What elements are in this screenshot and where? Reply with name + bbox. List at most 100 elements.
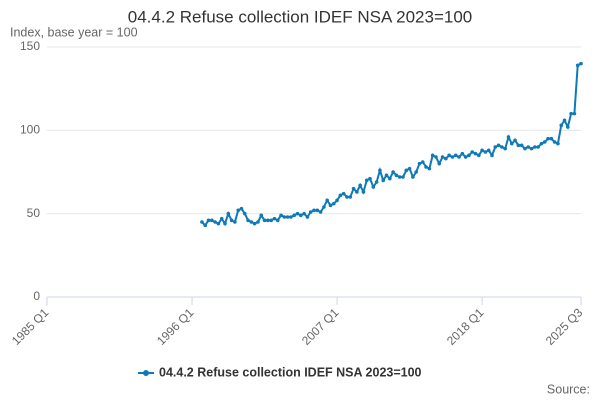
chart-title: 04.4.2 Refuse collection IDEF NSA 2023=1… xyxy=(128,7,472,26)
point xyxy=(351,186,356,191)
point xyxy=(500,145,504,149)
point xyxy=(322,205,326,209)
point xyxy=(203,223,208,228)
y-tick-label: 50 xyxy=(27,206,41,220)
point xyxy=(378,168,382,173)
point xyxy=(411,175,415,179)
point xyxy=(496,143,501,148)
point xyxy=(414,170,418,174)
point xyxy=(420,160,425,164)
point xyxy=(348,195,353,199)
point xyxy=(559,123,564,128)
point xyxy=(467,153,471,158)
point xyxy=(266,218,270,223)
point xyxy=(345,195,349,199)
point xyxy=(233,220,237,224)
point xyxy=(318,210,323,214)
point xyxy=(523,146,527,151)
point xyxy=(533,145,537,149)
point xyxy=(279,213,283,218)
point xyxy=(404,168,409,173)
point xyxy=(213,220,217,224)
point xyxy=(542,140,547,144)
point xyxy=(519,143,524,148)
point xyxy=(256,220,260,224)
point xyxy=(549,136,554,141)
point xyxy=(358,183,362,188)
point xyxy=(275,218,280,223)
point xyxy=(503,146,507,151)
point xyxy=(391,170,395,174)
point xyxy=(569,111,573,116)
x-tick-label: 2018 Q1 xyxy=(444,305,487,348)
point xyxy=(236,208,240,213)
point xyxy=(259,213,264,218)
point xyxy=(536,145,540,149)
point xyxy=(361,190,366,194)
point xyxy=(371,185,376,189)
point xyxy=(477,153,481,158)
point xyxy=(262,218,267,223)
point xyxy=(572,111,577,116)
x-tick-label: 2007 Q1 xyxy=(299,305,342,348)
point xyxy=(556,141,560,146)
point xyxy=(341,191,346,196)
point xyxy=(381,178,386,183)
point xyxy=(427,166,432,171)
point xyxy=(299,213,303,218)
point xyxy=(295,211,300,216)
x-tick-label: 1985 Q1 xyxy=(9,305,52,348)
point xyxy=(434,155,438,159)
x-tick-label: 2025 Q3 xyxy=(543,305,586,348)
chart-subtitle: Index, base year = 100 xyxy=(10,25,138,39)
point xyxy=(206,218,211,223)
point xyxy=(216,221,221,226)
legend-marker xyxy=(143,370,149,376)
point xyxy=(210,218,214,223)
point xyxy=(407,166,412,171)
point xyxy=(450,155,455,159)
point xyxy=(249,220,254,224)
point xyxy=(368,176,372,181)
point xyxy=(509,141,514,146)
point xyxy=(526,145,531,149)
series-line xyxy=(201,62,582,227)
point xyxy=(335,198,339,203)
point xyxy=(219,216,224,221)
point xyxy=(315,208,320,213)
point xyxy=(493,145,498,149)
point xyxy=(513,138,517,143)
point xyxy=(239,206,244,211)
point xyxy=(312,208,316,213)
point xyxy=(529,146,534,151)
point xyxy=(289,215,293,219)
point xyxy=(272,216,277,221)
point xyxy=(229,218,234,223)
point xyxy=(470,150,475,154)
point xyxy=(242,211,247,216)
point xyxy=(226,211,231,216)
point xyxy=(483,150,488,154)
point xyxy=(490,153,494,158)
point xyxy=(364,178,369,183)
point xyxy=(453,153,458,158)
point xyxy=(285,215,290,219)
point xyxy=(473,151,478,156)
point xyxy=(480,148,484,153)
source: Source: xyxy=(547,382,590,396)
point xyxy=(338,193,343,198)
point xyxy=(539,141,544,146)
point xyxy=(200,220,204,224)
point xyxy=(394,173,399,178)
point xyxy=(552,140,557,144)
point xyxy=(325,198,329,203)
point xyxy=(440,155,445,159)
point xyxy=(252,221,257,226)
point xyxy=(355,190,359,194)
point xyxy=(246,218,250,223)
point xyxy=(575,63,580,68)
point xyxy=(384,173,389,178)
point xyxy=(562,118,567,123)
point xyxy=(374,180,379,184)
point xyxy=(223,221,227,226)
